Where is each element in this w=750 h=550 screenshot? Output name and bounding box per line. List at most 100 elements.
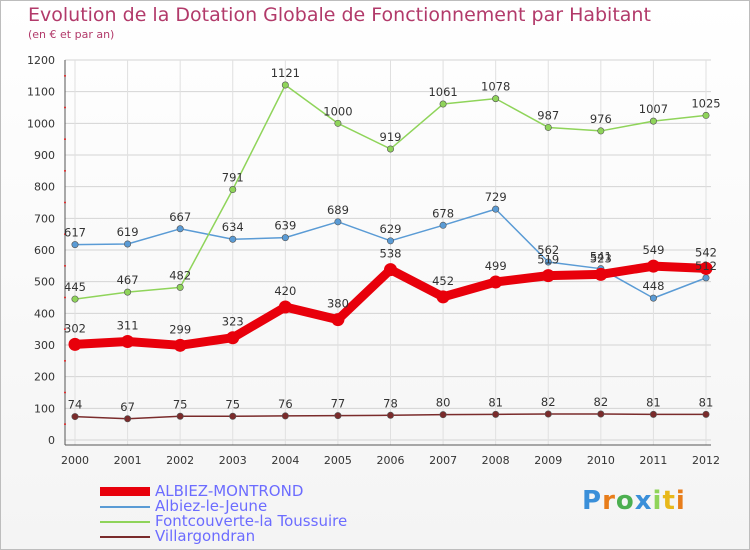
- data-point-albiez-le-jeune: [439, 221, 447, 229]
- y-tick-label: 500: [34, 276, 55, 289]
- data-label-fontcouverte-la-toussuire: 1007: [639, 102, 668, 116]
- data-label-fontcouverte-la-toussuire: 791: [222, 171, 244, 185]
- data-point-albiez-montrond: [594, 267, 608, 281]
- y-tick-label: 100: [34, 402, 55, 415]
- legend-label: Villargondran: [155, 527, 256, 545]
- data-point-albiez-le-jeune: [702, 274, 710, 282]
- data-point-villargondran: [492, 410, 500, 418]
- data-point-albiez-le-jeune: [649, 294, 657, 302]
- data-label-albiez-le-jeune: 541: [590, 250, 612, 264]
- legend-label: Albiez-le-Jeune: [155, 497, 268, 515]
- data-label-fontcouverte-la-toussuire: 976: [590, 112, 612, 126]
- data-point-fontcouverte-la-toussuire: [702, 111, 710, 119]
- data-label-villargondran: 67: [120, 400, 135, 414]
- data-point-albiez-le-jeune: [492, 205, 500, 213]
- data-point-albiez-le-jeune: [334, 218, 342, 226]
- data-point-villargondran: [544, 410, 552, 418]
- data-point-albiez-montrond: [699, 261, 713, 275]
- x-tick-label: 2002: [166, 454, 194, 467]
- y-tick-label: 900: [34, 149, 55, 162]
- grid-layer: [65, 59, 711, 445]
- y-tick-label: 300: [34, 339, 55, 352]
- data-point-albiez-montrond: [173, 338, 187, 352]
- data-label-fontcouverte-la-toussuire: 1025: [691, 96, 720, 110]
- data-label-fontcouverte-la-toussuire: 445: [64, 280, 86, 294]
- data-point-fontcouverte-la-toussuire: [597, 127, 605, 135]
- data-point-albiez-montrond: [489, 275, 503, 289]
- data-label-villargondran: 82: [594, 395, 609, 409]
- data-label-albiez-montrond: 519: [537, 253, 559, 267]
- x-tick-label: 2006: [377, 454, 405, 467]
- data-point-villargondran: [71, 413, 79, 421]
- data-label-albiez-montrond: 549: [642, 243, 664, 257]
- data-label-albiez-montrond: 523: [590, 251, 612, 265]
- data-point-villargondran: [281, 412, 289, 420]
- data-label-villargondran: 77: [331, 397, 346, 411]
- data-point-villargondran: [124, 415, 132, 423]
- data-label-albiez-le-jeune: 629: [380, 222, 402, 236]
- legend-label: ALBIEZ-MONTROND: [155, 482, 304, 500]
- data-point-albiez-montrond: [646, 259, 660, 273]
- line-chart: 0 100 200 300 400 500 600 700 800 900 1000 1100 1200…: [27, 54, 721, 467]
- y-tick-label: 400: [34, 307, 55, 320]
- data-point-albiez-montrond: [121, 335, 135, 349]
- data-label-albiez-montrond: 452: [432, 274, 454, 288]
- data-point-albiez-le-jeune: [71, 241, 79, 249]
- axis-layer: 0 100 200 300 400 500 600 700 800 900 1000 1100 1200…: [27, 54, 720, 467]
- y-tick-label: 1100: [27, 86, 55, 99]
- x-tick-label: 2007: [429, 454, 457, 467]
- legend: ALBIEZ-MONTROND Albiez-le-Jeune Fontcouver…: [100, 484, 400, 544]
- data-point-albiez-montrond: [541, 269, 555, 283]
- data-label-villargondran: 82: [541, 395, 556, 409]
- data-label-villargondran: 78: [383, 396, 398, 410]
- data-point-fontcouverte-la-toussuire: [492, 95, 500, 103]
- legend-item-albiez-montrond: ALBIEZ-MONTROND: [100, 484, 400, 499]
- data-point-albiez-montrond: [384, 263, 397, 277]
- data-label-villargondran: 80: [436, 396, 451, 410]
- data-point-fontcouverte-la-toussuire: [71, 295, 79, 303]
- legend-item-albiez-le-jeune: Albiez-le-Jeune: [100, 499, 400, 514]
- data-label-albiez-montrond: 311: [117, 319, 139, 333]
- y-tick-label: 600: [34, 244, 55, 257]
- chart-subtitle: (en € et par an): [28, 28, 115, 41]
- data-point-albiez-montrond: [226, 331, 240, 345]
- legend-swatch: [100, 506, 150, 508]
- logo-letter: o: [615, 486, 635, 516]
- logo-letter: P: [582, 486, 603, 516]
- data-label-albiez-le-jeune: 634: [222, 220, 244, 234]
- y-tick-label: 700: [34, 212, 55, 225]
- data-point-albiez-le-jeune: [124, 240, 132, 248]
- data-label-fontcouverte-la-toussuire: 1000: [323, 104, 352, 118]
- data-label-fontcouverte-la-toussuire: 482: [169, 268, 191, 282]
- data-label-albiez-montrond: 299: [169, 322, 191, 336]
- chart-title: Evolution de la Dotation Globale de Fonc…: [28, 4, 651, 26]
- data-label-albiez-montrond: 380: [327, 297, 349, 311]
- data-point-albiez-montrond: [68, 337, 82, 351]
- proxiti-logo: Proxiti: [582, 486, 686, 516]
- x-tick-label: 2001: [114, 454, 142, 467]
- data-point-fontcouverte-la-toussuire: [439, 100, 447, 108]
- data-label-albiez-le-jeune: 678: [432, 206, 454, 220]
- data-label-albiez-le-jeune: 562: [537, 243, 559, 257]
- data-label-albiez-montrond: 420: [274, 284, 296, 298]
- data-point-albiez-montrond: [436, 290, 450, 304]
- data-label-villargondran: 81: [646, 395, 661, 409]
- data-point-albiez-montrond: [331, 313, 345, 327]
- x-tick-label: 2010: [587, 454, 615, 467]
- data-point-fontcouverte-la-toussuire: [124, 288, 132, 296]
- x-tick-label: 2008: [482, 454, 510, 467]
- logo-letter: i: [675, 486, 686, 516]
- legend-swatch: [100, 521, 150, 523]
- data-point-albiez-le-jeune: [544, 258, 552, 266]
- logo-letter: t: [662, 486, 676, 516]
- x-tick-label: 2003: [219, 454, 247, 467]
- y-tick-label: 1000: [27, 117, 55, 130]
- data-point-villargondran: [597, 410, 605, 418]
- data-label-villargondran: 81: [699, 395, 714, 409]
- data-label-fontcouverte-la-toussuire: 467: [117, 273, 139, 287]
- data-point-villargondran: [439, 411, 447, 419]
- data-label-albiez-le-jeune: 729: [485, 190, 507, 204]
- data-point-villargondran: [386, 411, 394, 419]
- x-tick-label: 2000: [61, 454, 89, 467]
- legend-item-villargondran: Villargondran: [100, 529, 400, 544]
